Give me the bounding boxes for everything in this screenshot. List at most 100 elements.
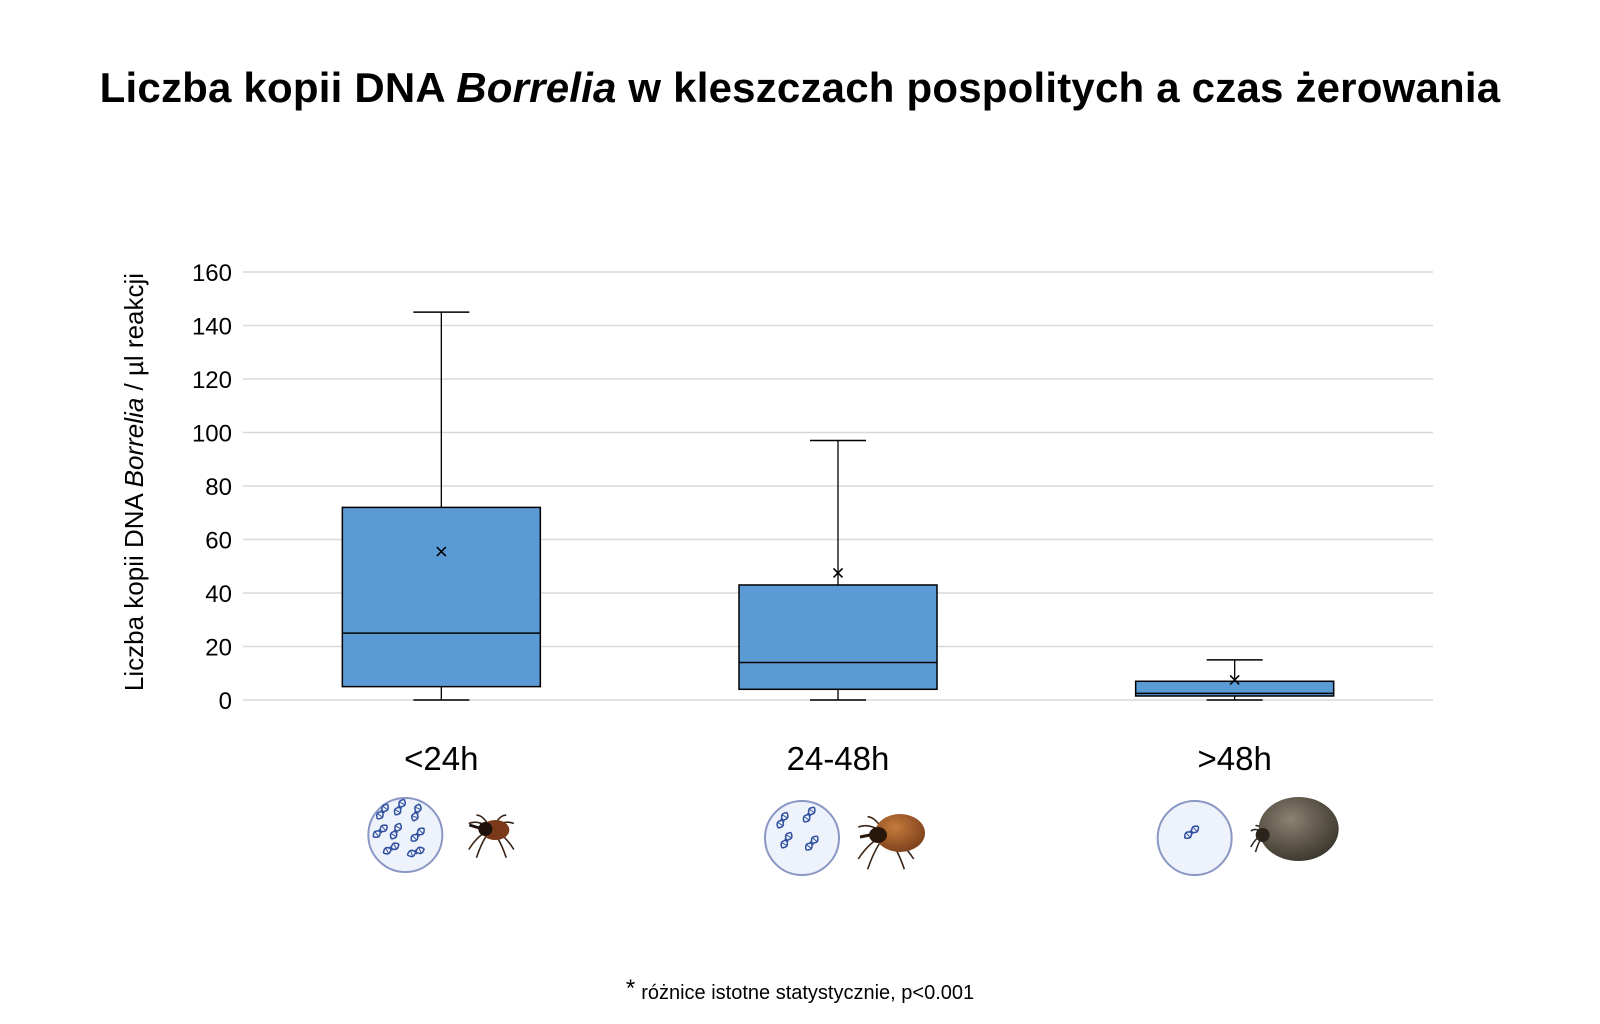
dna-rung <box>806 844 812 849</box>
dna-circle-icon <box>367 797 444 873</box>
x-tick-labels: <24h 24-48h >48h <box>404 740 1272 777</box>
dna-rung <box>380 809 385 814</box>
mean-marker <box>832 567 844 579</box>
dna-rung <box>397 805 403 809</box>
dna-rung <box>395 809 400 813</box>
dna-strand-icon <box>372 824 388 839</box>
dna-rung <box>782 814 788 818</box>
dna-strand-icon <box>406 846 425 858</box>
icon-group <box>1156 797 1339 876</box>
dna-circle <box>764 800 840 876</box>
dna-rung <box>395 825 401 829</box>
y-tick-label: 0 <box>219 688 232 715</box>
y-axis-label-part2: / µl reakcji <box>119 273 149 398</box>
small-unfed-tick-icon <box>468 814 515 859</box>
title-part1: Liczba kopii DNA <box>99 64 457 111</box>
dna-strand-icon <box>1183 825 1200 840</box>
y-axis-label: Liczba kopii DNA Borrelia / µl reakcji <box>119 273 149 691</box>
dna-rung <box>804 816 809 821</box>
dna-strand-icon <box>804 835 819 851</box>
dna-rung <box>418 829 424 834</box>
dna-rung <box>385 848 389 854</box>
dna-rung <box>806 812 812 817</box>
x-tick-label: 24-48h <box>787 740 890 777</box>
y-tick-label: 60 <box>205 528 232 555</box>
mean-marker <box>436 546 447 557</box>
dna-rung <box>414 849 418 855</box>
partially-fed-tick-icon <box>857 814 925 870</box>
box-group <box>1134 659 1335 701</box>
dna-rung <box>399 801 405 805</box>
dna-rung <box>389 846 393 851</box>
tick-scutum <box>869 827 887 843</box>
footnote-marker: * <box>625 975 636 1002</box>
dna-strand-icon <box>410 827 425 842</box>
title-italic: Borrelia <box>456 64 617 111</box>
dna-strand-icon <box>389 822 403 840</box>
dna-rung <box>415 832 420 837</box>
box-group <box>738 439 938 701</box>
dna-rung <box>415 806 421 810</box>
y-axis-label-part1: Liczba kopii DNA <box>119 487 149 691</box>
dna-strand-icon <box>376 803 389 820</box>
dna-rung <box>391 833 396 837</box>
dna-rung <box>413 811 419 814</box>
dna-strand-icon <box>410 803 422 822</box>
x-tick-label: >48h <box>1197 740 1271 777</box>
dna-rung <box>812 837 817 842</box>
box-group <box>341 311 542 701</box>
dna-circle-icon <box>1156 800 1233 876</box>
tick-body <box>875 814 925 852</box>
dna-circle-icon <box>764 800 840 876</box>
dna-rung <box>412 815 418 819</box>
dna-rung <box>1186 832 1191 838</box>
icon-group <box>764 800 925 876</box>
footnote-text: różnice istotne statystycznie, p<0.001 <box>641 982 975 1004</box>
dna-rung <box>393 843 397 849</box>
dna-rung <box>1189 829 1194 835</box>
dna-rung <box>378 828 383 834</box>
y-tick-label: 140 <box>192 314 232 341</box>
dna-strand-icon <box>393 798 407 816</box>
dna-rung <box>377 813 383 818</box>
y-tick-label: 20 <box>205 635 232 662</box>
dna-rung <box>780 818 785 822</box>
box <box>1134 680 1335 697</box>
chart-title: Liczba kopii DNA Borrelia w kleszczach p… <box>0 64 1600 112</box>
icons-layer <box>367 797 1339 876</box>
y-axis-label-italic: Borrelia <box>119 398 149 488</box>
dna-rung <box>410 850 413 856</box>
dna-rung <box>412 835 417 840</box>
dna-strand-icon <box>382 842 400 855</box>
box <box>738 584 938 691</box>
icon-group <box>367 797 515 873</box>
dna-rung <box>786 834 792 838</box>
y-tick-label: 160 <box>192 260 232 287</box>
tick-scutum <box>1255 828 1270 842</box>
mean-marker <box>1229 674 1240 686</box>
x-tick-label: <24h <box>404 740 478 777</box>
dna-strand-icon <box>776 811 789 829</box>
box <box>341 506 542 688</box>
engorged-tick-icon <box>1250 797 1339 861</box>
y-tick-label: 80 <box>205 474 232 501</box>
tick-scutum <box>478 822 493 836</box>
dna-strand-icon <box>802 806 816 823</box>
title-part2: w kleszczach pospolitych a czas żerowani… <box>616 64 1501 111</box>
y-tick-label: 100 <box>192 421 232 448</box>
footnote: * różnice istotne statystycznie, p<0.001 <box>0 975 1600 1006</box>
dna-rung <box>382 806 388 810</box>
dna-rung <box>1193 827 1197 832</box>
dna-circle <box>1156 800 1233 876</box>
dna-rung <box>781 842 787 846</box>
tick-mouthparts <box>859 833 871 839</box>
tick-mouthparts <box>468 823 480 830</box>
dna-rung <box>809 809 815 813</box>
dna-rung <box>381 826 386 831</box>
y-tick-label: 120 <box>192 367 232 394</box>
dna-rung <box>777 822 783 826</box>
dna-rung <box>809 841 815 846</box>
y-tick-labels: 0 20 40 60 80 100 120 140 160 <box>192 260 232 715</box>
dna-rung <box>374 831 379 837</box>
